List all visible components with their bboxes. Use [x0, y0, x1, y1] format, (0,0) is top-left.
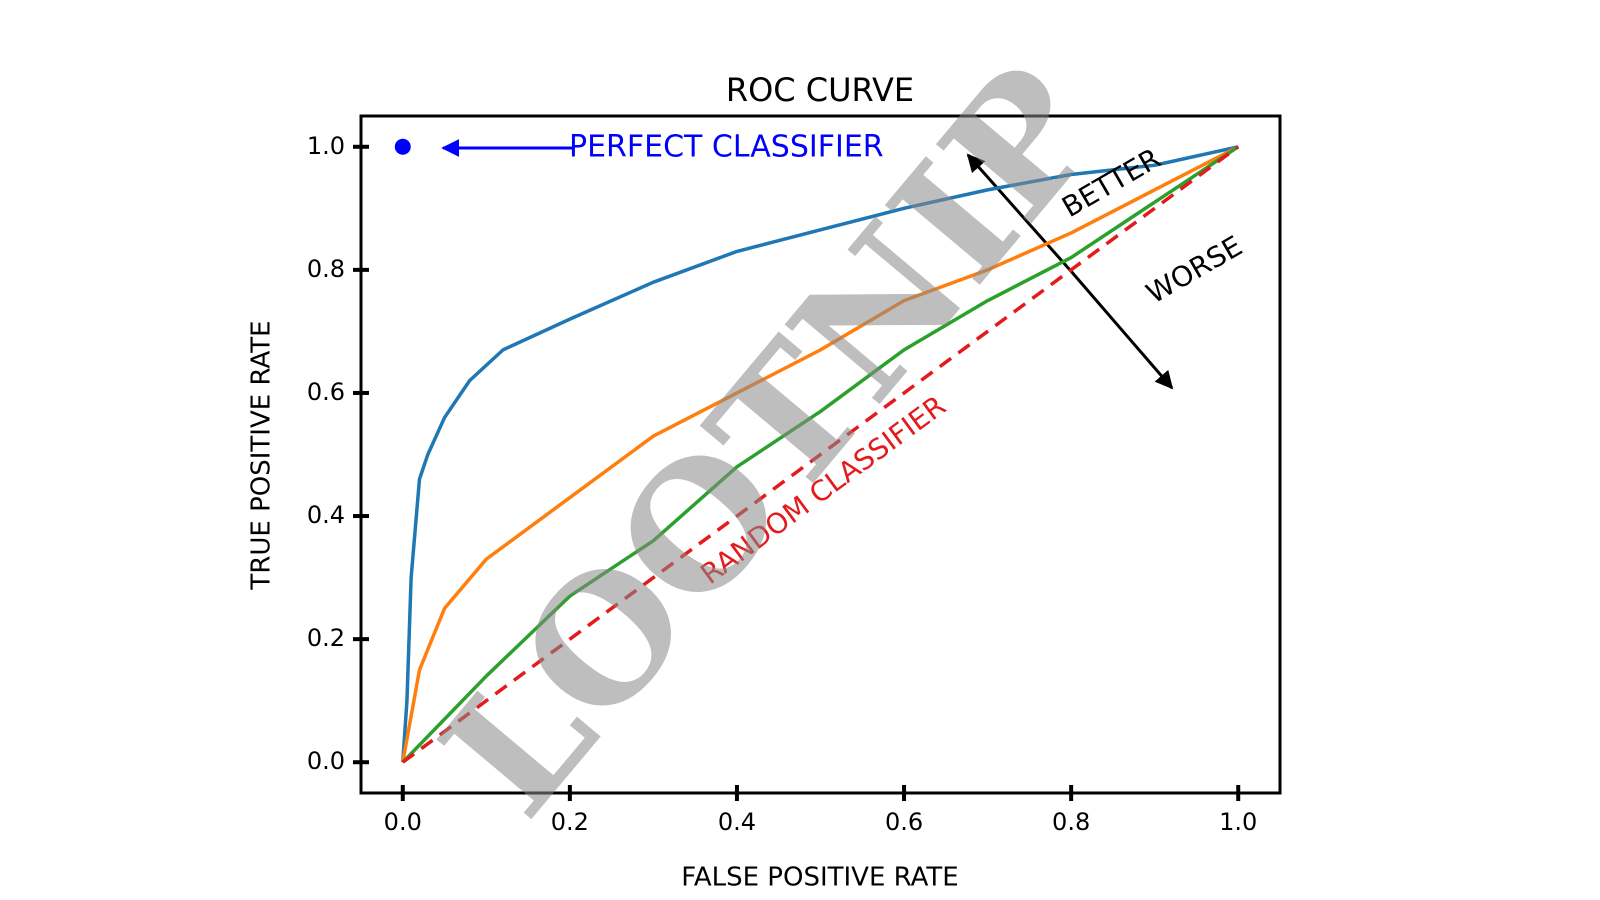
- x-tick-label: 0.8: [1052, 808, 1090, 836]
- y-tick-label: 0.4: [307, 501, 345, 529]
- perfect-point: [394, 138, 411, 155]
- x-tick-label: 1.0: [1219, 808, 1257, 836]
- plot-frame: [359, 114, 1282, 795]
- worse-arrow: [1068, 269, 1174, 390]
- roc-curve: [401, 145, 1240, 764]
- y-tick-label: 1.0: [307, 132, 345, 160]
- annotation: PERFECT CLASSIFIER: [569, 130, 884, 165]
- annotation: WORSE: [1141, 229, 1248, 310]
- x-tick-label: 0.6: [885, 808, 923, 836]
- x-tick-label: 0.0: [384, 808, 422, 836]
- random-line: [401, 145, 1240, 764]
- y-axis-label: TRUE POSITIVE RATE: [247, 320, 277, 590]
- chart-title: ROC CURVE: [726, 71, 914, 109]
- y-tick-label: 0.6: [307, 378, 345, 406]
- y-tick-label: 0.2: [307, 624, 345, 652]
- x-axis-label: FALSE POSITIVE RATE: [681, 863, 958, 893]
- better-arrow: [966, 153, 1072, 271]
- y-tick-label: 0.8: [307, 255, 345, 283]
- roc-curve: [401, 145, 1239, 763]
- x-tick-label: 0.4: [718, 808, 756, 836]
- y-tick-label: 0.0: [307, 747, 345, 775]
- roc-curve: [401, 145, 1240, 763]
- x-tick-label: 0.2: [551, 808, 589, 836]
